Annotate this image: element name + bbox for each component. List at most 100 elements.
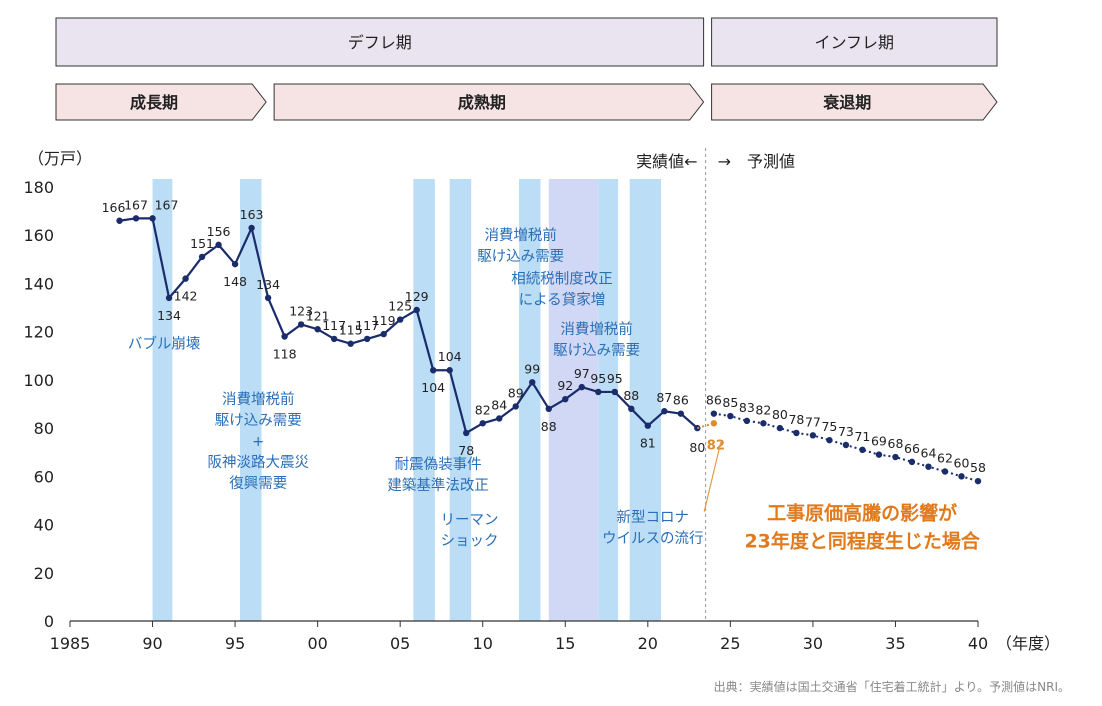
data-point [165, 294, 173, 302]
y-tick-label: 160 [23, 226, 54, 245]
phase-bottom-label: 成熟期 [458, 93, 506, 112]
data-point [562, 395, 569, 403]
data-label: 60 [954, 455, 970, 470]
event-annotation: リーマン [441, 513, 499, 529]
data-label: 121 [306, 308, 330, 323]
data-point [760, 420, 767, 427]
phase-bottom-banner [55, 83, 267, 121]
event-annotation: ウイルスの流行 [602, 530, 704, 547]
data-point [529, 379, 536, 386]
data-label: 167 [124, 197, 148, 212]
data-point [974, 477, 982, 485]
data-point [512, 403, 519, 410]
data-label: 77 [805, 414, 821, 429]
event-annotation: 相続税制度改正 [511, 270, 613, 287]
data-point [958, 473, 965, 480]
data-label: 69 [871, 434, 887, 449]
event-band [449, 179, 472, 621]
data-point [396, 316, 404, 323]
data-point [248, 224, 255, 232]
data-point [231, 260, 239, 268]
data-point [826, 436, 833, 444]
data-point [198, 253, 206, 261]
data-label: 66 [904, 441, 920, 456]
event-annotation: 駆け込み需要 [477, 248, 564, 265]
data-label: 118 [273, 346, 297, 361]
event-annotation: による貸家増 [519, 291, 606, 308]
data-point [908, 458, 916, 466]
data-label: 89 [508, 385, 524, 400]
data-point [182, 275, 189, 282]
data-point [628, 405, 635, 413]
phase-top-banner [55, 17, 705, 67]
x-tick-label: 20 [638, 634, 658, 653]
data-label: 73 [838, 424, 854, 439]
data-label: 119 [372, 313, 396, 328]
data-point [496, 415, 503, 422]
data-point [264, 294, 272, 302]
phase-top-banner [711, 17, 998, 67]
data-point [793, 429, 800, 437]
y-tick-label: 100 [23, 371, 54, 390]
data-label: 75 [821, 419, 837, 434]
event-band [519, 179, 541, 621]
data-point [892, 453, 899, 461]
event-annotation: バブル崩壊 [128, 335, 201, 353]
data-point [941, 468, 949, 475]
data-point [595, 388, 602, 396]
data-label: 85 [722, 395, 738, 410]
phase-bottom-banner [711, 83, 998, 121]
data-label: 78 [458, 443, 474, 458]
data-point [363, 335, 371, 343]
data-point [215, 241, 222, 249]
event-annotation: 新型コロナ [617, 509, 690, 526]
data-label: 82 [475, 402, 491, 417]
data-point [132, 215, 140, 222]
event-annotation: 復興需要 [229, 475, 287, 492]
event-band [629, 179, 662, 621]
data-point [413, 306, 420, 314]
data-label: 68 [888, 436, 904, 451]
data-label: 167 [155, 197, 179, 212]
event-annotation: ショック [441, 533, 499, 550]
data-point [925, 463, 932, 470]
data-label: 142 [174, 289, 198, 304]
event-band [240, 179, 262, 621]
data-point [430, 367, 437, 374]
callout-leader [703, 442, 722, 512]
event-annotation: 阪神淡路大震災 [207, 454, 309, 471]
x-tick-label: 95 [225, 634, 245, 653]
event-annotation: 消費増税前 [484, 227, 557, 244]
data-label: 84 [491, 397, 507, 412]
phase-bottom-banner [273, 83, 705, 121]
data-point [347, 340, 354, 347]
y-tick-label: 0 [44, 612, 54, 631]
x-tick-label: 10 [473, 634, 493, 653]
y-tick-label: 80 [34, 419, 54, 438]
data-point [380, 330, 387, 338]
data-label: 81 [640, 436, 656, 451]
x-tick-label: 00 [307, 634, 327, 653]
data-label: 64 [921, 446, 937, 461]
data-point [727, 412, 734, 420]
data-label: 104 [438, 349, 462, 364]
event-annotation: 消費増税前 [560, 321, 633, 338]
data-label-alt: 82 [707, 438, 725, 453]
y-tick-label: 20 [34, 564, 54, 583]
y-axis-title: （万戸） [28, 149, 92, 168]
data-label: 151 [190, 236, 214, 251]
data-label: 87 [656, 390, 672, 405]
data-point [116, 217, 123, 224]
data-point [578, 383, 585, 391]
event-annotation: 耐震偽装事件 [395, 456, 482, 473]
phase-top-label: インフレ期 [815, 33, 895, 52]
data-label: 95 [590, 371, 606, 386]
data-label: 134 [157, 308, 181, 323]
data-label: 82 [755, 402, 771, 417]
data-label: 86 [673, 393, 689, 408]
divider-right-label: → 予測値 [718, 152, 795, 171]
data-point [611, 388, 618, 396]
event-band [548, 179, 599, 621]
data-point [809, 432, 817, 439]
x-tick-label: 40 [968, 634, 988, 653]
